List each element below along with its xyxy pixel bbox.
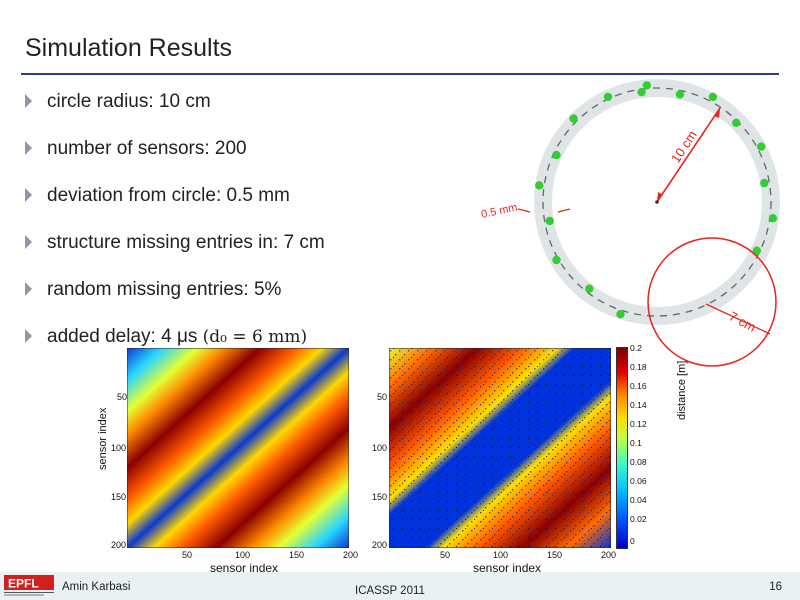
bullet-item: random missing entries: 5%: [25, 276, 485, 323]
deviation-arrow-right: [557, 208, 571, 213]
left-ytick: 200: [111, 540, 127, 550]
colorbar-tick: 0.1: [630, 438, 642, 448]
right-ytick: 200: [372, 540, 388, 550]
bullet-item: number of sensors: 200: [25, 135, 485, 182]
bullet-text-main: added delay: 4 μs: [47, 326, 198, 347]
colorbar-tick: 0.16: [630, 381, 647, 391]
colorbar-tick: 0.18: [630, 362, 647, 372]
bullet-text: structure missing entries in: 7 cm: [47, 232, 325, 253]
sensor-dot: [585, 284, 594, 293]
colorbar-tick: 0.04: [630, 495, 647, 505]
slide-footer: [0, 572, 800, 600]
colorbar: [616, 347, 628, 549]
right-ytick: 150: [372, 492, 388, 502]
svg-text:EPFL: EPFL: [8, 577, 39, 591]
sensor-dot: [760, 178, 769, 188]
deviation-arrow-left: [517, 208, 531, 213]
bullet-item: added delay: 4 μs (d₀ = 6 mm): [25, 323, 485, 370]
sensor-dot: [535, 181, 544, 190]
sensor-dots: [535, 81, 778, 319]
bullet-arrow-icon: [25, 329, 32, 343]
colorbar-tick: 0.12: [630, 419, 647, 429]
radius-arrowhead-icon: [714, 108, 720, 118]
colorbar-tick: 0: [630, 536, 635, 546]
bullet-item: circle radius: 10 cm: [25, 88, 485, 135]
bullet-text: added delay: 4 μs (d₀ = 6 mm): [47, 326, 307, 348]
page-number: 16: [769, 581, 782, 593]
left-x-axis-label: sensor index: [210, 561, 279, 575]
sensor-dot: [603, 92, 613, 102]
colorbar-tick: 0.02: [630, 514, 647, 524]
sensor-dot: [768, 214, 778, 223]
colorbar-tick: 0.06: [630, 476, 647, 486]
sensor-dot: [552, 150, 561, 160]
sensor-dot: [675, 90, 685, 99]
left-xtick: 100: [235, 550, 251, 560]
radius-arrowtail-icon: [657, 192, 663, 202]
sensor-dot: [708, 92, 718, 102]
slide-title: Simulation Results: [25, 34, 233, 62]
right-xtick: 150: [547, 550, 563, 560]
sensor-dot: [569, 114, 578, 123]
bullet-item: structure missing entries in: 7 cm: [25, 229, 485, 276]
missing-region-circle: [647, 237, 777, 367]
left-y-axis-label: sensor index: [97, 407, 109, 470]
bullet-math: (d₀ = 6 mm): [202, 327, 308, 347]
title-rule: [21, 73, 779, 75]
left-xtick: 200: [343, 550, 359, 560]
colorbar-tick: 0.2: [630, 343, 642, 353]
colorbar-label: distance [m]: [676, 360, 688, 420]
sensor-dot: [757, 142, 766, 151]
distance-matrix-missing: [389, 348, 611, 548]
sensor-dot: [616, 310, 625, 319]
missing-entries-speckle: [389, 348, 611, 548]
sensor-dot: [752, 246, 761, 255]
bullet-arrow-icon: [25, 141, 32, 155]
right-xtick: 100: [493, 550, 509, 560]
right-xtick: 200: [601, 550, 617, 560]
deviation-label: 0.5 mm: [480, 202, 518, 221]
missing-radius-line: [705, 303, 771, 335]
right-ytick: 50: [377, 392, 388, 402]
footer-author: Amin Karbasi: [62, 581, 131, 593]
footer-venue: ICASSP 2011: [355, 585, 425, 597]
sensor-dot: [642, 81, 651, 90]
sensor-circle-diagram: 10 cm 0.5 mm 7 cm: [480, 79, 780, 367]
bullet-item: deviation from circle: 0.5 mm: [25, 182, 485, 229]
missing-radius-label: 7 cm: [727, 308, 759, 334]
matrix-heatmap-left: [127, 348, 349, 548]
epfl-logo: EPFL: [4, 575, 54, 596]
bullet-arrow-icon: [25, 235, 32, 249]
bullet-arrow-icon: [25, 94, 32, 108]
colorbar-tick: 0.14: [630, 400, 647, 410]
nominal-circle: [542, 87, 772, 317]
sensor-dot: [732, 118, 741, 127]
left-xtick: 50: [182, 550, 193, 560]
radius-arrow: [656, 107, 721, 203]
sensor-dot: [637, 87, 646, 97]
bullet-arrow-icon: [25, 282, 32, 296]
sensor-dot: [552, 255, 561, 265]
sensor-dot: [545, 216, 554, 226]
bullet-list: circle radius: 10 cm number of sensors: …: [25, 88, 485, 370]
bullet-arrow-icon: [25, 188, 32, 202]
bullet-text: circle radius: 10 cm: [47, 91, 211, 112]
left-ytick: 100: [111, 443, 127, 453]
right-ytick: 100: [372, 443, 388, 453]
bullet-text: deviation from circle: 0.5 mm: [47, 185, 290, 206]
colorbar-tick: 0.08: [630, 457, 647, 467]
distance-matrix-full: [127, 348, 349, 548]
right-x-axis-label: sensor index: [473, 561, 542, 575]
bullet-text: number of sensors: 200: [47, 138, 247, 159]
left-ytick: 50: [117, 392, 128, 402]
left-xtick: 150: [289, 550, 305, 560]
left-ytick: 150: [111, 492, 127, 502]
right-xtick: 50: [440, 550, 451, 560]
circle-center: [655, 200, 659, 204]
bullet-text: random missing entries: 5%: [47, 279, 282, 300]
